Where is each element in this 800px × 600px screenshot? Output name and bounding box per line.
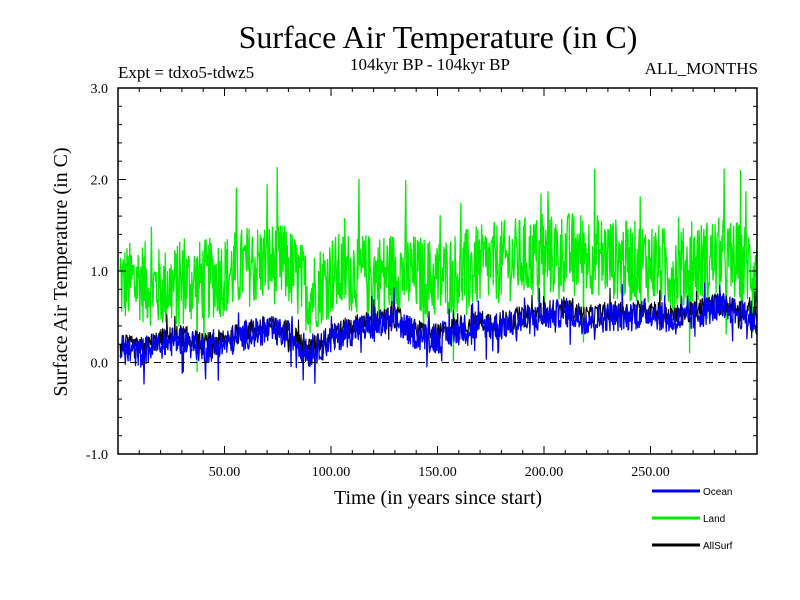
y-tick-label: -1.0 [86,448,108,463]
y-tick-label: 0.0 [91,357,109,372]
legend-label-ocean: Ocean [703,487,732,498]
chart-title: Surface Air Temperature (in C) [239,19,638,55]
period-label: 104kyr BP - 104kyr BP [350,55,510,74]
experiment-label: Expt = tdxo5-tdwz5 [118,63,254,82]
y-tick-label: 1.0 [91,265,109,280]
y-tick-label: 2.0 [91,174,109,189]
x-tick-label: 250.00 [631,465,670,480]
x-tick-label: 150.00 [418,465,457,480]
x-tick-label: 100.00 [312,465,351,480]
x-axis-label: Time (in years since start) [334,487,542,509]
x-tick-label: 50.00 [209,465,241,480]
chart-legend: Ocean Land AllSurf [652,487,733,552]
season-label: ALL_MONTHS [645,59,758,78]
series-layer [119,166,758,385]
x-tick-label: 200.00 [525,465,564,480]
series-line-land [119,166,758,373]
series-line-ocean [119,282,758,385]
y-axis-label: Surface Air Temperature (in C) [50,147,72,396]
tick-layer: 50.00 100.00 150.00 200.00 250.00 -1.0 0.0 1.0 2… [86,82,757,480]
y-tick-label: 3.0 [91,82,109,97]
legend-label-allsurf: AllSurf [703,541,733,552]
legend-label-land: Land [703,514,725,525]
